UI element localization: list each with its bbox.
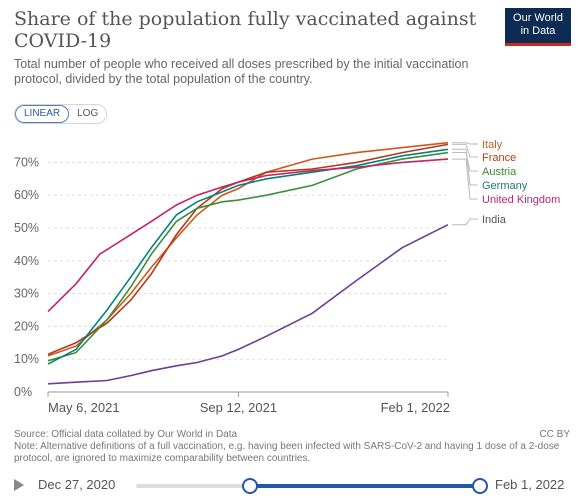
play-icon[interactable] (14, 479, 24, 491)
series-line-germany (47, 148, 449, 365)
x-tick-label: Feb 1, 2022 (381, 400, 450, 415)
series-line-united-kingdom (47, 158, 449, 313)
x-tick-label: May 6, 2021 (48, 400, 120, 415)
y-tick-label: 70% (14, 155, 39, 169)
linear-scale-button[interactable]: LINEAR (15, 105, 70, 123)
timeline-end-handle[interactable] (472, 478, 488, 494)
log-scale-button[interactable]: LOG (77, 108, 99, 119)
source-note: Source: Official data collated by Our Wo… (14, 429, 238, 440)
series-line-austria (47, 151, 449, 362)
legend-connector (452, 152, 478, 172)
legend-label-france: France (482, 152, 516, 164)
series-line-india (47, 223, 449, 385)
owid-logo[interactable]: Our World in Data (505, 8, 571, 46)
logo-accent-bar (505, 43, 571, 46)
chart-title: Share of the population fully vaccinated… (14, 8, 477, 52)
y-tick-label: 20% (14, 319, 39, 333)
line-chart: 0% 10% 20% 30% 40% 50% 60% 70% May 6, 2021 Sep 12… (14, 139, 560, 415)
chart-footer: Source: Official data collated by Our Wo… (14, 429, 574, 465)
legend-connector (452, 218, 478, 226)
scale-toggle[interactable]: LINEAR LOG (14, 104, 108, 124)
chart-subtitle: Total number of people who received all … (14, 57, 469, 86)
legend-label-india: India (482, 214, 507, 226)
legend-connector (452, 142, 478, 145)
legend-connector (452, 143, 478, 158)
legend-label-united-kingdom: United Kingdom (482, 194, 560, 206)
y-tick-label: 0% (14, 385, 32, 399)
y-tick-label: 10% (14, 352, 39, 366)
y-tick-label: 30% (14, 287, 39, 301)
definition-note: Note: Alternative definitions of a full … (14, 441, 560, 464)
timeline: Dec 27, 2020 Feb 1, 2022 (0, 474, 582, 498)
timeline-start-handle[interactable] (241, 478, 258, 494)
timeline-end-label: Feb 1, 2022 (495, 477, 565, 492)
legend-label-austria: Austria (482, 166, 517, 178)
legend-label-italy: Italy (482, 139, 503, 151)
legend-connector (452, 158, 478, 200)
logo-line-1: Our World (513, 12, 563, 24)
timeline-track[interactable] (136, 478, 488, 494)
y-tick-label: 50% (14, 221, 39, 235)
logo-line-2: in Data (520, 25, 556, 37)
series-line-france (47, 143, 449, 356)
y-tick-label: 40% (14, 254, 39, 268)
y-tick-label: 60% (14, 188, 39, 202)
legend-label-germany: Germany (482, 180, 528, 192)
license-link[interactable]: CC BY (539, 429, 570, 440)
timeline-selected-range (249, 484, 480, 488)
x-tick-label: Sep 12, 2021 (200, 400, 277, 415)
timeline-start-label: Dec 27, 2020 (38, 477, 116, 492)
legend-connector (452, 148, 478, 186)
